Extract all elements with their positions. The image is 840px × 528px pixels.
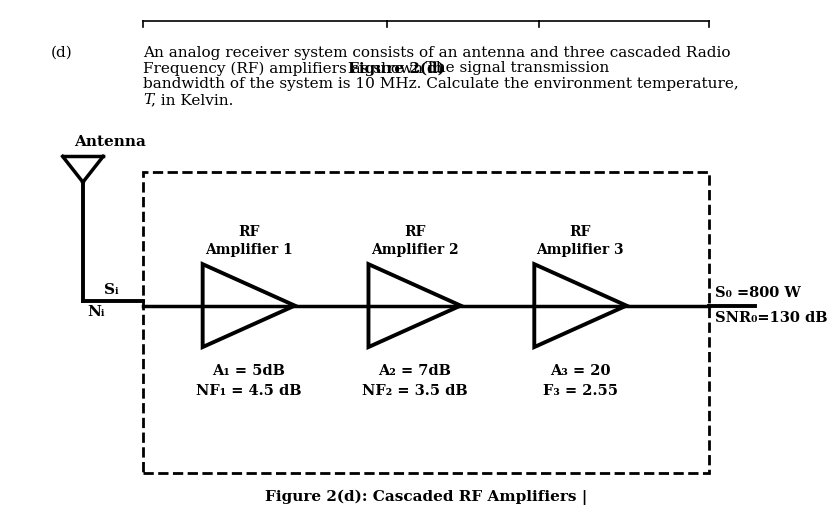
Text: Sᵢ: Sᵢ [104, 284, 118, 297]
Text: (d): (d) [50, 46, 72, 60]
Text: SNR₀=130 dB: SNR₀=130 dB [715, 311, 827, 325]
Text: A₂ = 7dB: A₂ = 7dB [378, 364, 451, 378]
Text: bandwidth of the system is 10 MHz. Calculate the environment temperature,: bandwidth of the system is 10 MHz. Calcu… [143, 77, 738, 91]
Text: An analog receiver system consists of an antenna and three cascaded Radio: An analog receiver system consists of an… [143, 46, 730, 60]
Text: RF
Amplifier 2: RF Amplifier 2 [370, 225, 459, 257]
Text: Figure 2(d): Cascaded RF Amplifiers |: Figure 2(d): Cascaded RF Amplifiers | [265, 490, 587, 505]
Text: Frequency (RF) amplifiers as shown in: Frequency (RF) amplifiers as shown in [143, 61, 447, 76]
Text: T: T [143, 93, 153, 107]
Text: Antenna: Antenna [74, 135, 145, 149]
Text: NF₂ = 3.5 dB: NF₂ = 3.5 dB [362, 384, 467, 398]
Text: RF
Amplifier 3: RF Amplifier 3 [537, 225, 624, 257]
Text: , in Kelvin.: , in Kelvin. [151, 93, 234, 107]
Text: RF
Amplifier 1: RF Amplifier 1 [205, 225, 292, 257]
Text: F₃ = 2.55: F₃ = 2.55 [543, 384, 618, 398]
Text: A₃ = 20: A₃ = 20 [550, 364, 611, 378]
Text: A₁ = 5dB: A₁ = 5dB [213, 364, 285, 378]
Text: . The signal transmission: . The signal transmission [417, 61, 610, 76]
Text: Figure 2(d): Figure 2(d) [348, 61, 444, 76]
Text: NF₁ = 4.5 dB: NF₁ = 4.5 dB [196, 384, 302, 398]
Text: S₀ =800 W: S₀ =800 W [715, 286, 801, 300]
Text: Nᵢ: Nᵢ [87, 305, 105, 319]
